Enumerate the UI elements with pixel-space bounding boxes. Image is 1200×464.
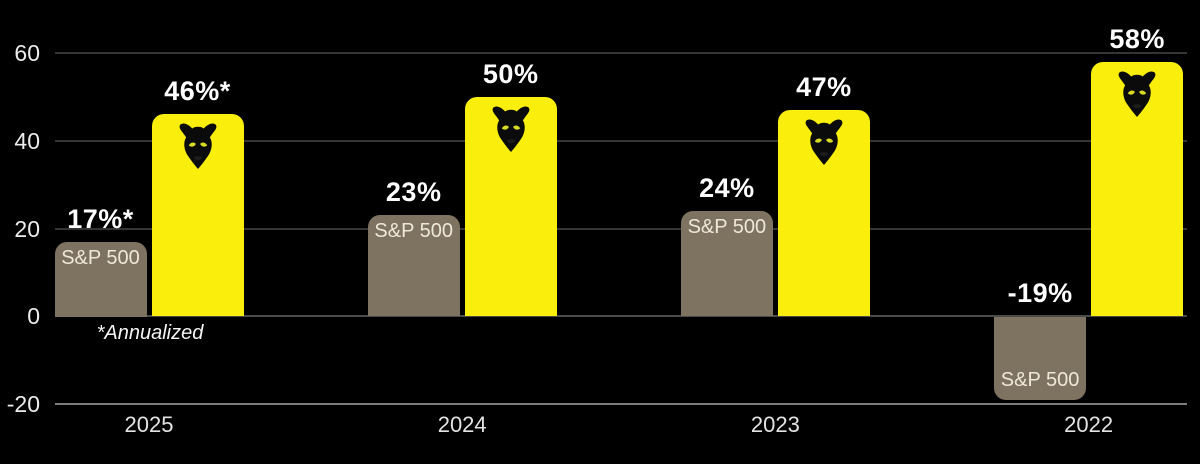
bar-panther <box>1091 62 1184 316</box>
gridline <box>55 403 1187 405</box>
gridline <box>55 139 1187 142</box>
panther-icon <box>492 106 530 152</box>
bar-series-label: S&P 500 <box>61 247 140 269</box>
bar-value-label: 46%* <box>164 76 231 107</box>
bar-sp500: S&P 500 <box>54 242 147 317</box>
bar-panther <box>151 114 244 316</box>
bar-sp500: S&P 500 <box>994 317 1087 400</box>
gridline <box>55 52 1187 54</box>
y-tick-label: 20 <box>14 215 40 242</box>
bar-value-label: 23% <box>385 177 442 208</box>
x-axis-label: 2022 <box>1064 412 1114 437</box>
y-tick-label: -20 <box>6 391 40 417</box>
annualized-note: *Annualized <box>96 322 204 344</box>
y-tick-label: 0 <box>27 303 40 330</box>
bar-value-label: 24% <box>699 172 755 203</box>
bar-panther <box>464 97 557 316</box>
gridline <box>55 227 1187 230</box>
bar-sp500: S&P 500 <box>680 211 773 316</box>
y-tick-label: 60 <box>14 40 40 66</box>
bar-value-label: 50% <box>482 58 539 89</box>
panther-icon <box>805 119 843 165</box>
x-axis-label: 2023 <box>750 412 800 437</box>
bar-value-label: 17%* <box>67 203 134 234</box>
bar-series-label: S&P 500 <box>687 216 767 238</box>
bar-series-label: S&P 500 <box>374 220 453 242</box>
bar-sp500: S&P 500 <box>367 215 460 316</box>
panther-icon <box>1118 71 1156 117</box>
zero-gridline <box>55 315 1187 318</box>
x-axis-label: 2025 <box>124 412 174 437</box>
bar-value-label: 47% <box>796 72 852 103</box>
bar-value-label: -19% <box>1007 278 1073 309</box>
x-axis-label: 2024 <box>437 412 487 437</box>
bar-panther <box>777 110 870 316</box>
y-tick-label: 40 <box>14 127 40 154</box>
bar-series-label: S&P 500 <box>1000 369 1080 391</box>
bar-value-label: 58% <box>1109 23 1165 54</box>
panther-icon <box>179 123 216 169</box>
